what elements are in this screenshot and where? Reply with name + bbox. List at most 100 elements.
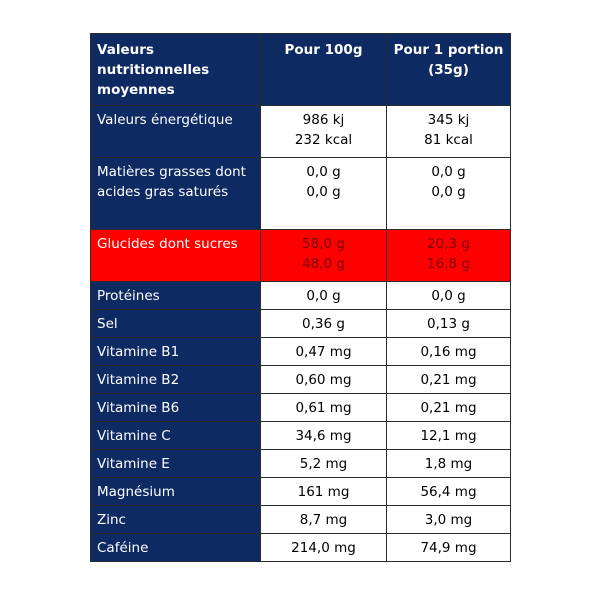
- per-100g-value-cell: 0,47 mg: [260, 337, 387, 366]
- per-100g-value: 0,0 g: [306, 164, 341, 180]
- per-100g-value-wrapper: 5,2 mg: [261, 450, 386, 477]
- nutrient-label-cell: Caféine: [90, 533, 261, 562]
- per-portion-value-wrapper: 345 kj 81 kcal: [387, 106, 510, 153]
- per-portion-value-wrapper: 0,21 mg: [387, 366, 510, 393]
- nutrient-label-cell: Vitamine B2: [90, 365, 261, 394]
- nutrient-label-cell: Valeurs énergétique: [90, 105, 261, 158]
- table-row: Matières grasses dont acides gras saturé…: [90, 157, 511, 230]
- per-portion-value-wrapper: 0,13 g: [387, 310, 510, 337]
- nutrient-label-cell: Magnésium: [90, 477, 261, 506]
- per-portion-value: 16,8 g: [427, 256, 470, 272]
- per-portion-value-wrapper: 3,0 mg: [387, 506, 510, 533]
- per-portion-value-wrapper: 20,3 g 16,8 g: [387, 230, 510, 277]
- per-100g-value: 161 mg: [297, 484, 350, 500]
- header-nutrition-label: Valeurs nutritionnelles moyennes: [90, 33, 261, 106]
- per-portion-value: 74,9 mg: [420, 540, 477, 556]
- per-100g-value-cell: 58,0 g 48,0 g: [260, 229, 387, 282]
- per-100g-value-cell: 5,2 mg: [260, 449, 387, 478]
- nutrient-label: Vitamine B1: [97, 344, 180, 360]
- header-nutrition-label-text: Valeurs nutritionnelles moyennes: [97, 42, 210, 98]
- per-100g-value-wrapper: 8,7 mg: [261, 506, 386, 533]
- per-portion-value-wrapper: 1,8 mg: [387, 450, 510, 477]
- per-portion-value: 0,16 mg: [420, 344, 477, 360]
- per-portion-value-cell: 3,0 mg: [386, 505, 511, 534]
- per-100g-value-wrapper: 214,0 mg: [261, 534, 386, 561]
- header-per-portion: Pour 1 portion (35g): [386, 33, 511, 106]
- per-portion-value: 345 kj: [427, 112, 470, 128]
- per-100g-value: 0,61 mg: [295, 400, 352, 416]
- nutrient-label: Glucides dont sucres: [97, 236, 238, 252]
- per-100g-value: 8,7 mg: [299, 512, 348, 528]
- header-per-100g: Pour 100g: [260, 33, 387, 106]
- table-row: Valeurs énergétique 986 kj 232 kcal 345 kj 8…: [90, 105, 511, 158]
- per-portion-value: 56,4 mg: [420, 484, 477, 500]
- nutrient-label: Valeurs énergétique: [97, 112, 233, 128]
- nutrient-label: Vitamine E: [97, 456, 170, 472]
- per-100g-value-cell: 161 mg: [260, 477, 387, 506]
- per-portion-value: 3,0 mg: [424, 512, 473, 528]
- table-row: Vitamine B6 0,61 mg 0,21 mg: [90, 393, 511, 422]
- nutrient-label: Vitamine B6: [97, 400, 180, 416]
- table-row: Sel 0,36 g 0,13 g: [90, 309, 511, 338]
- per-100g-value-wrapper: 0,47 mg: [261, 338, 386, 365]
- nutrient-label-cell: Sel: [90, 309, 261, 338]
- per-portion-value-cell: 74,9 mg: [386, 533, 511, 562]
- table-row: Vitamine B1 0,47 mg 0,16 mg: [90, 337, 511, 366]
- per-100g-value: 5,2 mg: [299, 456, 348, 472]
- per-100g-value-wrapper: 34,6 mg: [261, 422, 386, 449]
- table-row: Zinc 8,7 mg 3,0 mg: [90, 505, 511, 534]
- table-body: Valeurs énergétique 986 kj 232 kcal 345 kj 8…: [90, 105, 511, 562]
- per-100g-value: 0,36 g: [302, 316, 345, 332]
- per-portion-value: 1,8 mg: [424, 456, 473, 472]
- per-portion-value-wrapper: 0,16 mg: [387, 338, 510, 365]
- per-100g-value-wrapper: 0,0 g: [261, 282, 386, 309]
- per-portion-value: 0,0 g: [431, 184, 466, 200]
- per-100g-value-wrapper: 0,60 mg: [261, 366, 386, 393]
- per-100g-value: 0,0 g: [306, 184, 341, 200]
- nutrient-label-cell: Matières grasses dont acides gras saturé…: [90, 157, 261, 230]
- per-100g-value: 48,0 g: [302, 256, 345, 272]
- per-portion-value-cell: 1,8 mg: [386, 449, 511, 478]
- per-portion-value-cell: 12,1 mg: [386, 421, 511, 450]
- table-row: Vitamine B2 0,60 mg 0,21 mg: [90, 365, 511, 394]
- per-100g-value-cell: 214,0 mg: [260, 533, 387, 562]
- per-100g-value-wrapper: 0,61 mg: [261, 394, 386, 421]
- nutrient-label-cell: Vitamine E: [90, 449, 261, 478]
- per-100g-value-cell: 0,36 g: [260, 309, 387, 338]
- nutrient-label: Vitamine B2: [97, 372, 180, 388]
- nutrient-label: Zinc: [97, 512, 126, 528]
- per-portion-value: 0,21 mg: [420, 372, 477, 388]
- per-100g-value: 0,0 g: [306, 288, 341, 304]
- per-100g-value: 34,6 mg: [295, 428, 352, 444]
- per-100g-value-cell: 0,0 g: [260, 281, 387, 310]
- header-row: Valeurs nutritionnelles moyennes Pour 10…: [90, 33, 511, 106]
- nutrient-label-cell: Protéines: [90, 281, 261, 310]
- per-portion-value-wrapper: 0,21 mg: [387, 394, 510, 421]
- per-100g-value-cell: 0,61 mg: [260, 393, 387, 422]
- per-portion-value-wrapper: 12,1 mg: [387, 422, 510, 449]
- per-portion-value-cell: 0,21 mg: [386, 365, 511, 394]
- per-portion-value-cell: 0,21 mg: [386, 393, 511, 422]
- nutrient-label-cell: Glucides dont sucres: [90, 229, 261, 282]
- table-row: Glucides dont sucres 58,0 g 48,0 g 20,3 g 16…: [90, 229, 511, 282]
- per-100g-value: 214,0 mg: [291, 540, 356, 556]
- per-portion-value-wrapper: 0,0 g 0,0 g: [387, 158, 510, 205]
- table-row: Magnésium 161 mg 56,4 mg: [90, 477, 511, 506]
- nutrient-label: Matières grasses dont acides gras saturé…: [97, 164, 246, 200]
- per-portion-value-cell: 0,0 g: [386, 281, 511, 310]
- per-portion-value-cell: 0,13 g: [386, 309, 511, 338]
- nutrient-label-cell: Zinc: [90, 505, 261, 534]
- per-portion-value: 0,0 g: [431, 164, 466, 180]
- per-portion-value-cell: 345 kj 81 kcal: [386, 105, 511, 158]
- nutrient-label: Sel: [97, 316, 118, 332]
- per-100g-value-cell: 986 kj 232 kcal: [260, 105, 387, 158]
- per-100g-value-wrapper: 161 mg: [261, 478, 386, 505]
- per-100g-value-cell: 0,60 mg: [260, 365, 387, 394]
- per-portion-value-wrapper: 56,4 mg: [387, 478, 510, 505]
- nutrient-label: Protéines: [97, 288, 160, 304]
- per-portion-value: 12,1 mg: [420, 428, 477, 444]
- per-100g-value-cell: 0,0 g 0,0 g: [260, 157, 387, 230]
- table-row: Protéines 0,0 g 0,0 g: [90, 281, 511, 310]
- nutrient-label: Vitamine C: [97, 428, 171, 444]
- per-100g-value: 0,47 mg: [295, 344, 352, 360]
